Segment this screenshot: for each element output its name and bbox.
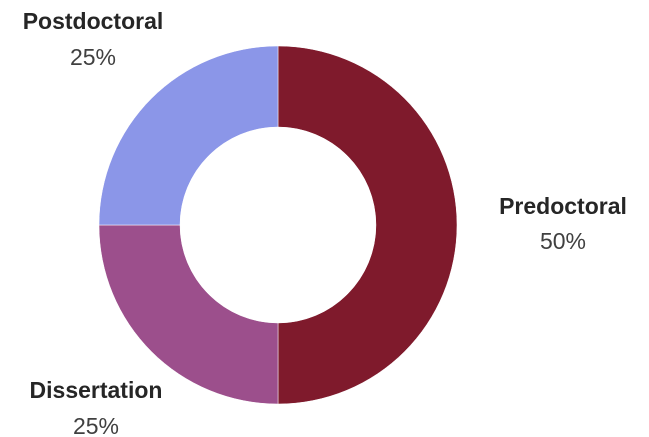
slice-postdoctoral xyxy=(98,45,279,226)
value-label-predoctoral: 50% xyxy=(540,228,586,254)
slice-dissertation xyxy=(98,224,279,405)
slice-predoctoral xyxy=(277,45,458,405)
donut-slices xyxy=(98,45,458,405)
value-label-dissertation: 25% xyxy=(73,413,119,437)
category-label-predoctoral: Predoctoral xyxy=(499,193,627,219)
category-label-postdoctoral: Postdoctoral xyxy=(23,8,164,34)
value-label-postdoctoral: 25% xyxy=(70,44,116,70)
category-label-dissertation: Dissertation xyxy=(30,377,163,403)
